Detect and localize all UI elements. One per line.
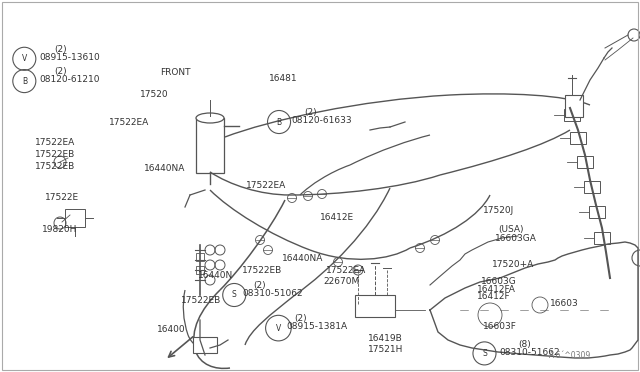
Text: (2): (2) [54, 67, 67, 76]
Text: (2): (2) [54, 45, 67, 54]
Text: 17522EB: 17522EB [180, 296, 221, 305]
Text: 17520+A: 17520+A [492, 260, 534, 269]
Text: 17521H: 17521H [368, 345, 403, 354]
Text: FRONT: FRONT [160, 68, 191, 77]
Text: 08310-51662: 08310-51662 [499, 348, 560, 357]
Text: 16603: 16603 [550, 299, 579, 308]
Text: V: V [22, 54, 27, 63]
Text: 16400: 16400 [157, 325, 186, 334]
Text: S: S [482, 349, 487, 358]
Text: 16440NA: 16440NA [282, 254, 323, 263]
Bar [196, 266, 204, 274]
Text: 22670M: 22670M [324, 278, 360, 286]
Text: 16603GA: 16603GA [495, 234, 536, 243]
Text: V: V [276, 324, 281, 333]
Text: B: B [276, 118, 282, 126]
Bar [355, 295, 395, 317]
Text: 17522EA: 17522EA [35, 138, 76, 147]
Bar [564, 109, 580, 121]
Text: 17520J: 17520J [483, 206, 515, 215]
Text: 17522E: 17522E [45, 193, 79, 202]
Bar [193, 337, 217, 353]
Text: 17522EA: 17522EA [109, 118, 149, 127]
Text: 08120-61633: 08120-61633 [292, 116, 353, 125]
Text: (2): (2) [253, 281, 266, 290]
Text: 17522EA: 17522EA [246, 181, 287, 190]
Text: 17522EA: 17522EA [326, 266, 367, 275]
Text: B: B [22, 77, 27, 86]
Text: 08310-51062: 08310-51062 [242, 289, 303, 298]
Text: A·6´^0309: A·6´^0309 [548, 351, 591, 360]
Bar [65, 209, 85, 227]
Text: 19820H: 19820H [42, 225, 77, 234]
Bar [196, 253, 204, 261]
Text: (2): (2) [294, 314, 307, 323]
Text: 17522EB: 17522EB [242, 266, 282, 275]
Bar [196, 118, 224, 173]
Bar [589, 206, 605, 218]
Ellipse shape [196, 113, 224, 123]
Text: 16440NA: 16440NA [144, 164, 186, 173]
Text: 16412E: 16412E [320, 213, 354, 222]
Bar [570, 132, 586, 144]
Text: 16481: 16481 [269, 74, 298, 83]
Text: 16412F: 16412F [477, 292, 511, 301]
Text: 16603G: 16603G [481, 277, 517, 286]
Text: 17522EB: 17522EB [35, 162, 76, 171]
Bar [577, 156, 593, 168]
Text: 08120-61210: 08120-61210 [40, 76, 100, 84]
Text: (USA): (USA) [498, 225, 524, 234]
Text: 16412FA: 16412FA [477, 285, 516, 294]
Bar [584, 181, 600, 193]
Text: 08915-13610: 08915-13610 [40, 53, 100, 62]
Bar [594, 232, 610, 244]
Text: 16603F: 16603F [483, 322, 517, 331]
Text: 16440N: 16440N [198, 271, 234, 280]
Polygon shape [430, 242, 638, 358]
Text: 08915-1381A: 08915-1381A [287, 322, 348, 331]
Text: 17522EB: 17522EB [35, 150, 76, 159]
Text: 17520: 17520 [140, 90, 168, 99]
Text: 16419B: 16419B [368, 334, 403, 343]
Text: (8): (8) [518, 340, 531, 349]
Text: S: S [232, 291, 237, 299]
Bar [565, 95, 583, 117]
Text: (2): (2) [305, 108, 317, 117]
